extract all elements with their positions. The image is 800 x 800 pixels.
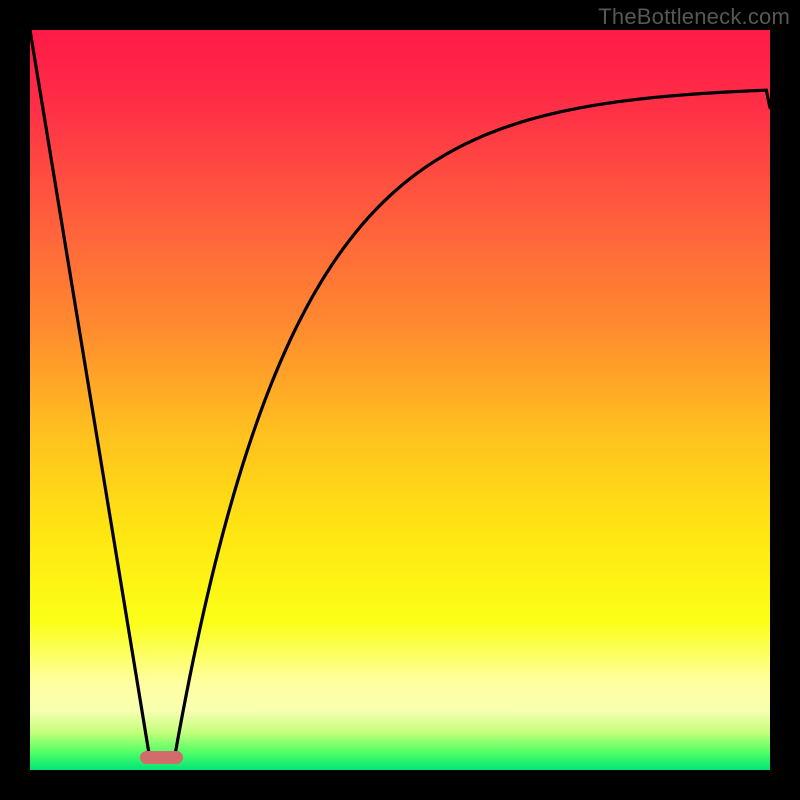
watermark-text: TheBottleneck.com: [598, 4, 790, 30]
optimum-marker: [140, 751, 183, 764]
right-curve: [174, 90, 770, 759]
plot-area: [30, 30, 770, 770]
bottleneck-curves: [30, 30, 770, 770]
chart-frame: TheBottleneck.com: [0, 0, 800, 800]
left-curve: [30, 30, 150, 759]
